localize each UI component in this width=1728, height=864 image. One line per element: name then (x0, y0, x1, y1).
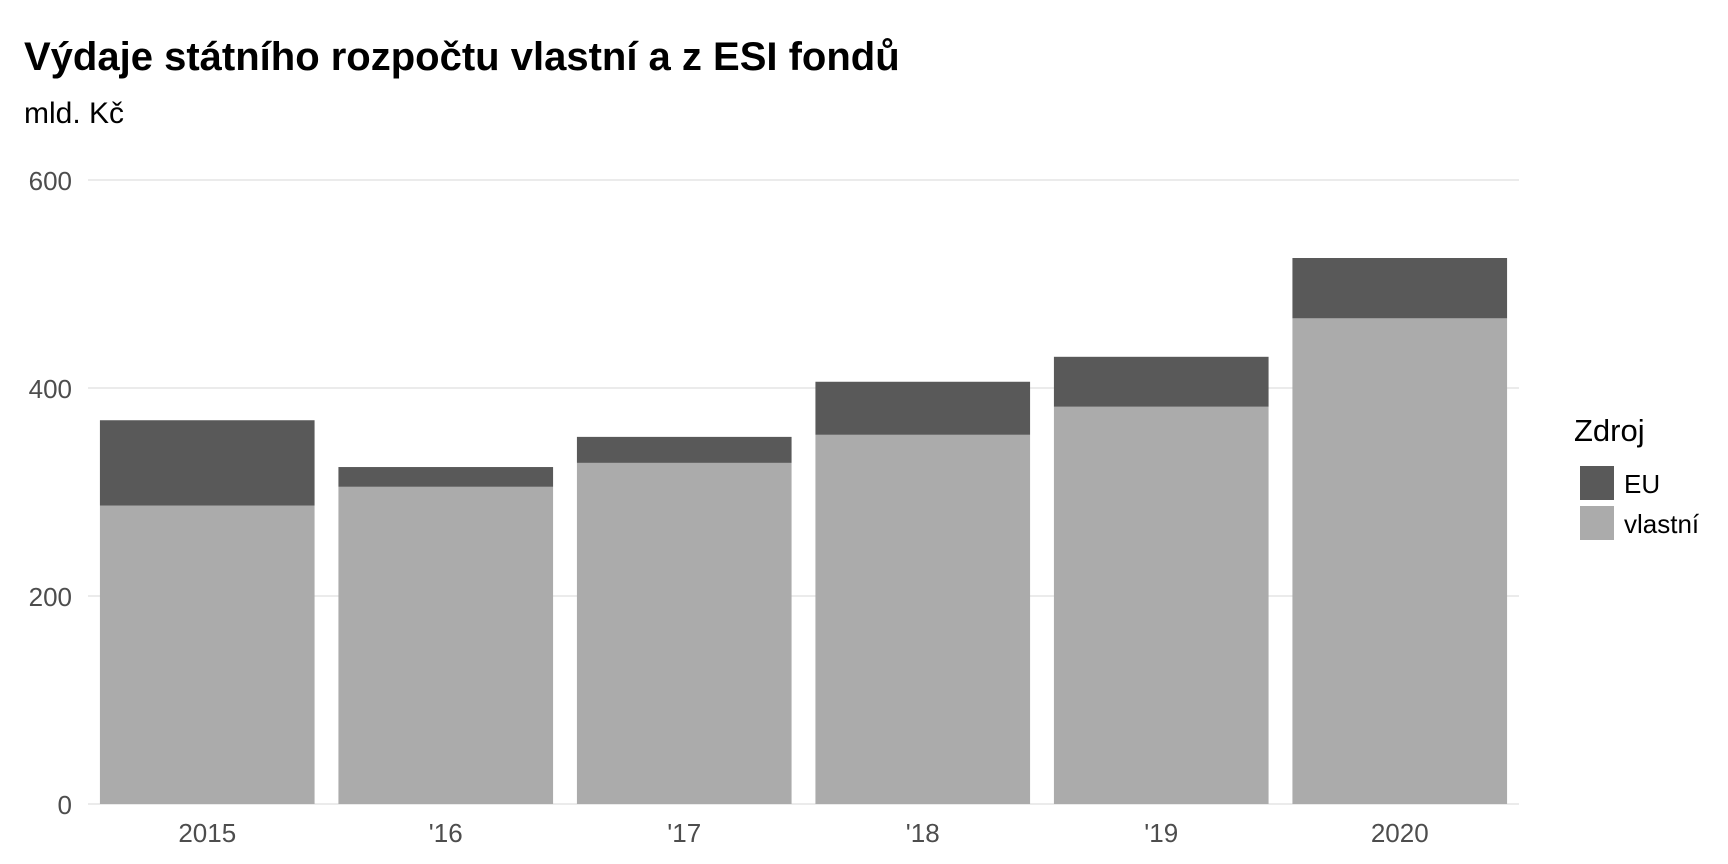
bar-eu (576, 436, 792, 463)
bar-eu (815, 381, 1031, 435)
legend-swatch (1580, 466, 1614, 500)
y-tick-label: 400 (29, 374, 72, 404)
legend-title: Zdroj (1574, 413, 1645, 448)
x-tick-label: '19 (1144, 818, 1178, 848)
x-axis-ticks: 2015 '16 '17 '18 '19 2020 (178, 818, 1428, 848)
bar-eu (1053, 356, 1269, 407)
legend-label: EU (1624, 469, 1660, 499)
legend-swatch (1580, 506, 1614, 540)
y-axis-ticks: 0 200 400 600 (29, 166, 72, 820)
gridlines (88, 179, 1519, 805)
legend-label: vlastní (1624, 509, 1700, 539)
x-tick-label: 2020 (1371, 818, 1429, 848)
y-tick-label: 200 (29, 582, 72, 612)
legend: Zdroj EU vlastní (1574, 413, 1700, 540)
bar-vlastni (338, 486, 554, 804)
x-tick-label: '16 (429, 818, 463, 848)
bars (99, 258, 1508, 804)
x-tick-label: '18 (906, 818, 940, 848)
bar-eu (1292, 258, 1508, 319)
bar-vlastni (815, 434, 1031, 804)
x-tick-label: 2015 (178, 818, 236, 848)
y-tick-label: 600 (29, 166, 72, 196)
y-tick-label: 0 (58, 790, 72, 820)
chart-title: Výdaje státního rozpočtu vlastní a z ESI… (24, 35, 900, 79)
x-tick-label: '17 (667, 818, 701, 848)
bar-vlastni (99, 505, 315, 804)
chart-subtitle: mld. Kč (24, 97, 124, 130)
bar-vlastni (1053, 406, 1269, 804)
bar-vlastni (1292, 318, 1508, 804)
bar-eu (99, 420, 315, 506)
bar-eu (338, 467, 554, 487)
bar-vlastni (576, 462, 792, 804)
